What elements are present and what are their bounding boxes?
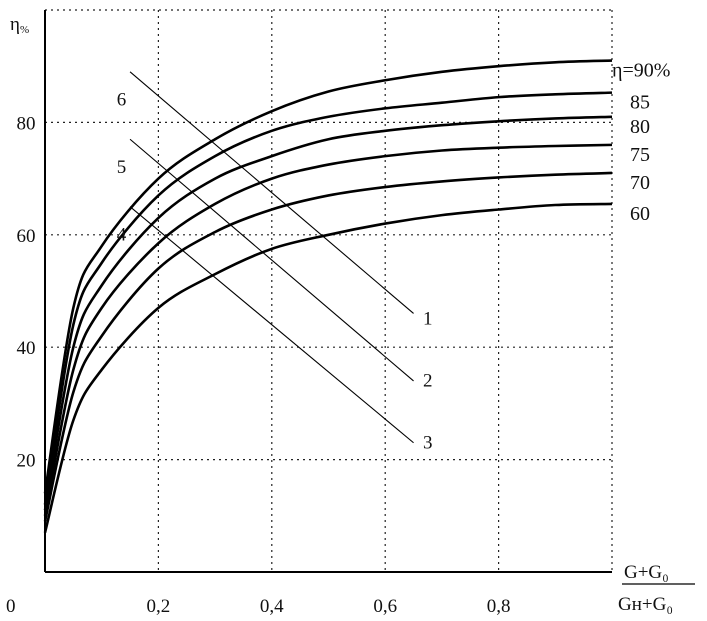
line-label: 3 — [423, 432, 433, 453]
sloped-line — [129, 71, 414, 314]
axes — [44, 10, 612, 573]
y-axis-label: η% — [10, 14, 29, 36]
curve-label: η=90% — [612, 60, 670, 82]
curve-label: 60 — [630, 203, 650, 225]
line-label: 6 — [117, 90, 127, 111]
x-axis-label-numerator: G+G₀ — [624, 562, 669, 583]
y-tick-label: 20 — [17, 451, 36, 472]
line-label: 2 — [423, 371, 433, 392]
origin-label: 0 — [6, 596, 16, 617]
efficiency-curve — [43, 115, 613, 511]
efficiency-curve — [43, 59, 613, 494]
x-tick-label: 0,2 — [147, 596, 171, 617]
sloped-line — [129, 138, 414, 382]
curve-label: 85 — [630, 92, 650, 114]
efficiency-curve — [43, 202, 613, 533]
line-label: 5 — [117, 157, 127, 178]
line-label: 4 — [117, 224, 127, 245]
x-tick-label: 0,8 — [487, 596, 511, 617]
x-axis-label-denominator: Gн+G₀ — [618, 594, 673, 615]
x-tick-label: 0,4 — [260, 596, 284, 617]
sloped-line — [129, 206, 414, 444]
efficiency-curve — [43, 171, 613, 522]
efficiency-curve — [43, 143, 613, 517]
efficiency-curves — [43, 59, 613, 533]
line-label: 1 — [423, 309, 433, 330]
y-tick-label: 40 — [17, 338, 36, 359]
efficiency-curve — [43, 91, 613, 505]
curve-label: 80 — [630, 116, 650, 138]
curve-label: 75 — [630, 144, 650, 166]
tick-labels: 0,2 0,4 0,6 0,8 20 40 60 80 — [17, 113, 511, 617]
sloped-lines — [129, 71, 414, 444]
y-tick-label: 80 — [17, 113, 36, 134]
y-tick-label: 60 — [17, 226, 36, 247]
curve-label: 70 — [630, 172, 650, 194]
x-tick-label: 0,6 — [373, 596, 397, 617]
